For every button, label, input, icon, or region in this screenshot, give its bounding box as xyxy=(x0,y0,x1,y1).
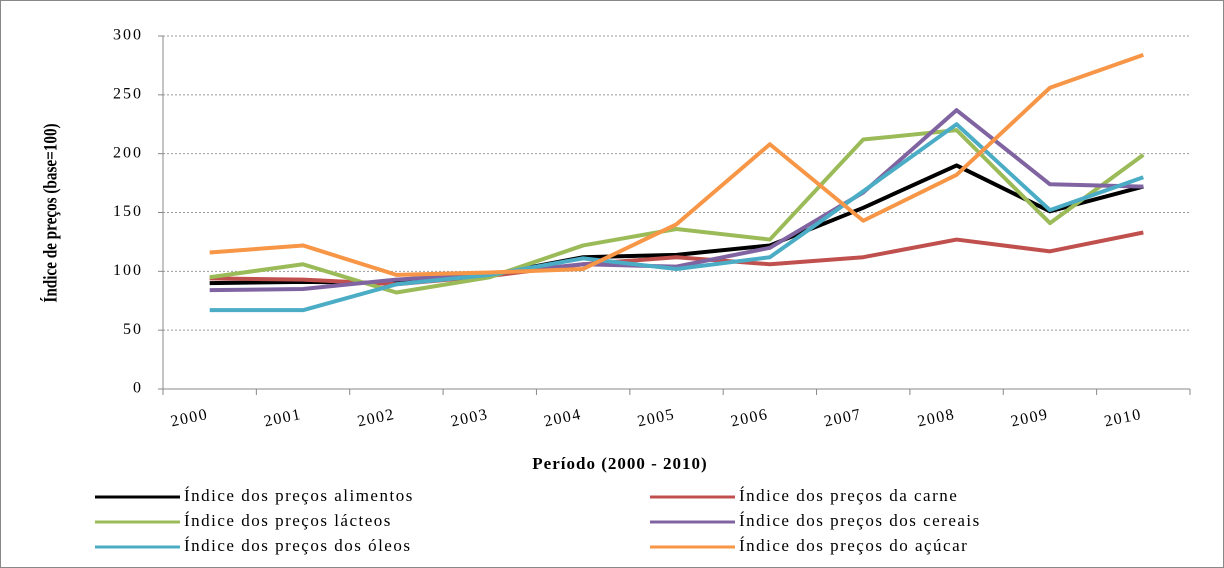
series-line xyxy=(209,122,1144,313)
legend-label: Índice dos preços lácteos xyxy=(184,511,392,530)
legend-label: Índice dos preços alimentos xyxy=(184,486,414,505)
legend-label: Índice dos preços dos óleos xyxy=(184,536,411,555)
series-line xyxy=(209,108,1144,293)
y-tick-label: 300 xyxy=(113,27,143,44)
legend-label: Índice dos preços do açúcar xyxy=(739,536,968,555)
y-tick-label: 100 xyxy=(113,262,143,279)
y-tick-label: 200 xyxy=(113,144,143,161)
y-tick-label: 250 xyxy=(113,86,143,103)
y-axis-title: Índice de preços (base=100) xyxy=(40,123,61,302)
y-tick-label: 50 xyxy=(123,321,143,338)
legend-label: Índice dos preços dos cereais xyxy=(739,511,981,530)
y-tick-label: 150 xyxy=(113,203,143,220)
x-axis-title: Período (2000 - 2010) xyxy=(532,454,707,473)
y-tick-label: 0 xyxy=(133,380,143,397)
series-line xyxy=(209,52,1144,277)
legend-label: Índice dos preços da carne xyxy=(739,486,958,505)
